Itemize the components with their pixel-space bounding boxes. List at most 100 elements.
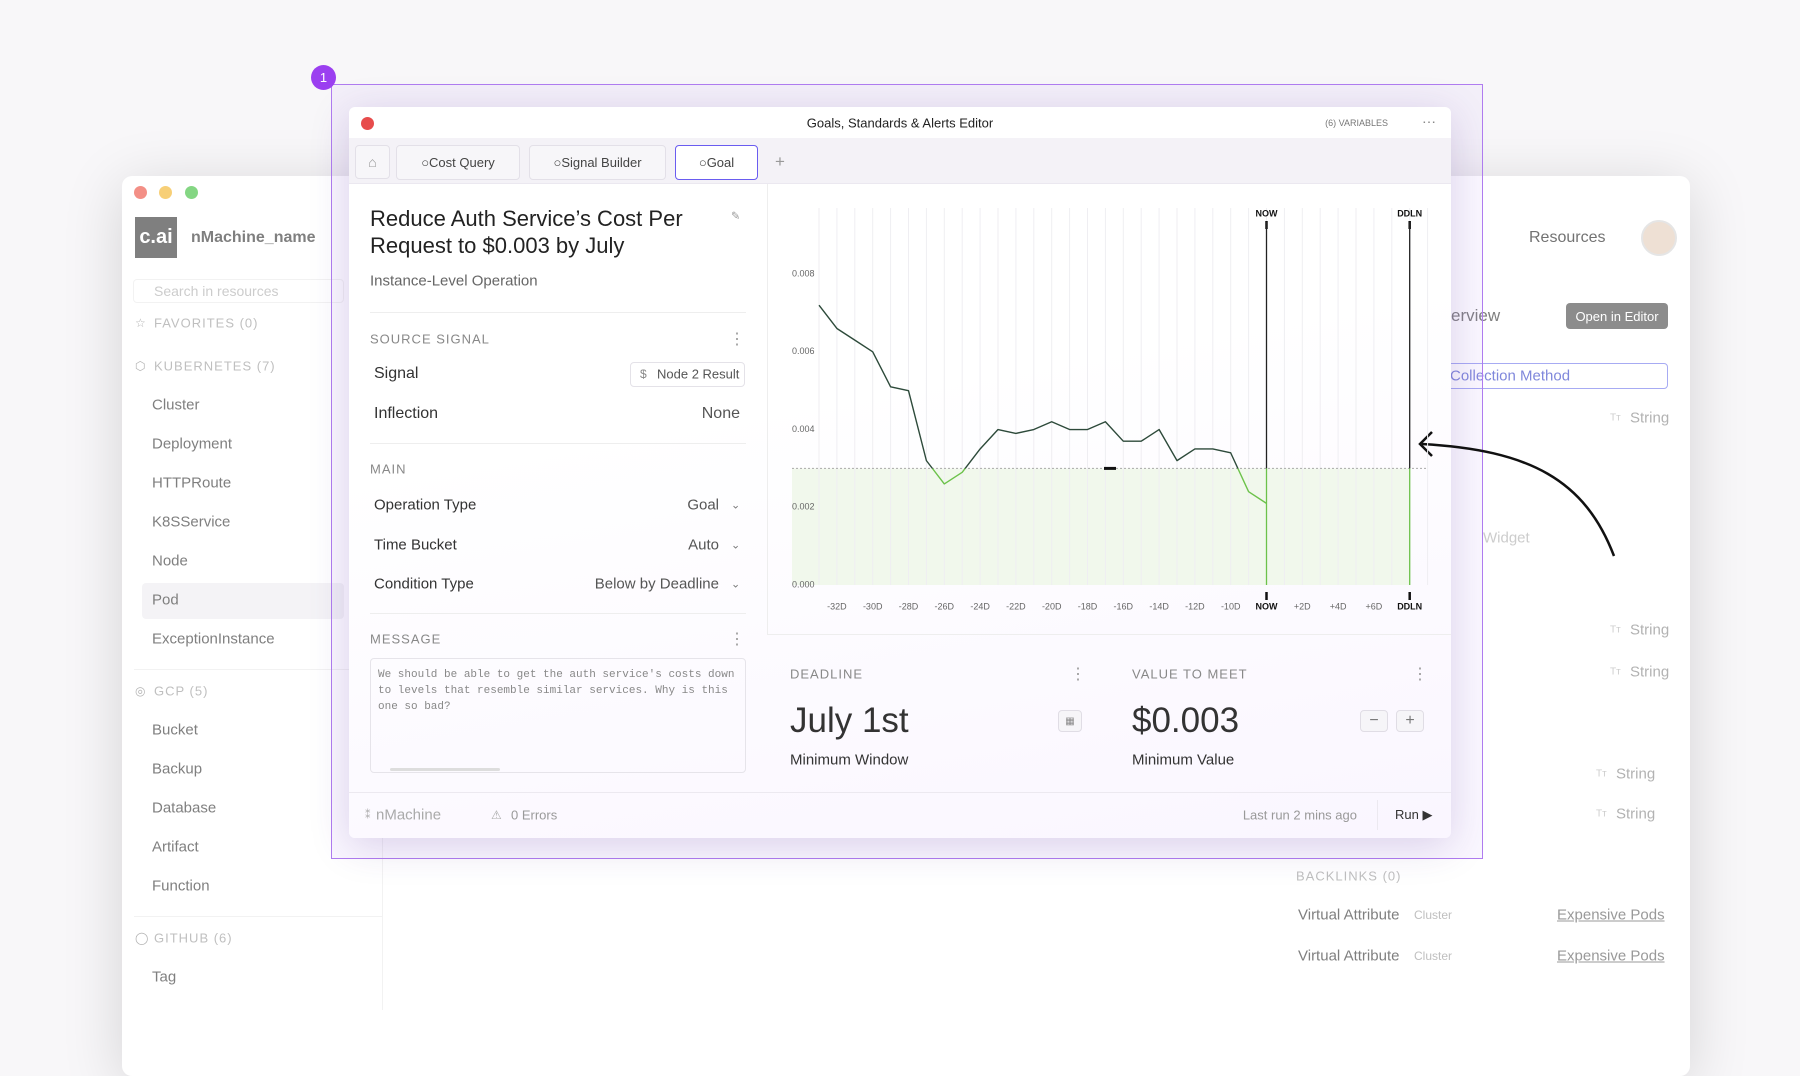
sidebar-item[interactable]: Tag xyxy=(152,968,177,986)
x-tick-label: -24D xyxy=(970,601,990,611)
menu-dots[interactable]: ⋯ xyxy=(1422,113,1436,130)
y-tick-label: 0.000 xyxy=(792,579,815,589)
sidebar-item[interactable]: Artifact xyxy=(152,838,199,856)
traffic-yellow xyxy=(159,186,172,199)
x-tick-label: -32D xyxy=(827,601,847,611)
value-to-meet: $0.003 xyxy=(1132,701,1240,740)
row-value[interactable]: Auto xyxy=(688,536,719,553)
type-icon: Tт xyxy=(1596,768,1607,780)
logo: c.ai xyxy=(135,217,177,258)
backlink-link[interactable]: Expensive Pods xyxy=(1557,906,1665,924)
search-box[interactable] xyxy=(133,279,344,303)
tab[interactable]: ○ Cost Query xyxy=(396,145,520,180)
y-tick-label: 0.006 xyxy=(792,346,815,356)
tab-label[interactable]: Goal xyxy=(706,155,735,170)
sidebar-item[interactable]: Bucket xyxy=(152,721,198,739)
row-label: Time Bucket xyxy=(374,536,457,553)
section-menu[interactable]: ⋮ xyxy=(1412,666,1428,683)
separator xyxy=(134,669,382,670)
avatar xyxy=(1641,220,1677,256)
row-label: Signal xyxy=(374,365,419,382)
run-button[interactable]: Run ▶ xyxy=(1395,807,1433,822)
app: c.ai nMachine_name Search in resources ☆… xyxy=(133,176,1677,1010)
sidebar-item[interactable]: Pod xyxy=(152,591,179,609)
group-icon: ◯ xyxy=(135,931,149,945)
editor-title: Goals, Standards & Alerts Editor xyxy=(806,115,994,131)
tab[interactable]: ○ Signal Builder xyxy=(529,145,666,180)
variables[interactable]: (6) VARIABLES xyxy=(1325,118,1388,128)
edit-icon[interactable]: ✎ xyxy=(731,210,741,223)
search-placeholder: Search in resources xyxy=(154,283,279,299)
sidebar-item[interactable]: Cluster xyxy=(152,396,200,414)
resources[interactable]: Resources xyxy=(1529,229,1606,246)
type-label: String xyxy=(1630,621,1670,639)
y-tick-label: 0.004 xyxy=(792,424,815,434)
last-run: Last run 2 mins ago xyxy=(1242,807,1357,823)
signal-button[interactable] xyxy=(630,362,745,387)
minus-button[interactable]: − xyxy=(1360,710,1388,732)
sidebar-item[interactable]: Backup xyxy=(152,760,203,778)
group-heading: KUBERNETES (7) xyxy=(154,358,276,374)
run-label[interactable]: Run xyxy=(1395,807,1419,822)
sidebar-item[interactable]: ExceptionInstance xyxy=(152,630,275,648)
section-menu[interactable]: ⋮ xyxy=(729,331,745,348)
sidebar-item[interactable]: Deployment xyxy=(152,435,233,453)
separator xyxy=(370,613,746,614)
event-label: DDLN xyxy=(1397,208,1422,218)
x-tick-label: +4D xyxy=(1330,601,1347,611)
goal-title: Reduce Auth Service’s Cost Per Request t… xyxy=(370,206,683,258)
tab-label[interactable]: Signal Builder xyxy=(561,155,642,170)
traffic-red xyxy=(134,186,147,199)
x-tick-label: -30D xyxy=(863,601,883,611)
brand-icon: ⁑ xyxy=(365,809,371,822)
sidebar-item[interactable]: K8SService xyxy=(152,513,231,531)
type-icon: Tт xyxy=(1610,666,1621,678)
footer-divider xyxy=(349,792,1451,793)
signal-icon: $ xyxy=(640,367,647,381)
type-icon: Tт xyxy=(1596,808,1607,820)
value-caption: Minimum Value xyxy=(1132,751,1235,769)
x-tick-label: -16D xyxy=(1114,601,1134,611)
group-icon: ☆ xyxy=(135,316,146,330)
x-tick-label: -12D xyxy=(1185,601,1205,611)
selected-item xyxy=(142,583,344,619)
page: c.ai nMachine_name Search in resources ☆… xyxy=(133,65,1677,1010)
badge: 1 xyxy=(311,65,336,90)
footer-divider xyxy=(1377,800,1378,830)
calendar-button[interactable]: ▦ xyxy=(1058,710,1082,732)
sidebar-item[interactable]: HTTPRoute xyxy=(152,474,232,492)
plus-button[interactable]: + xyxy=(1396,710,1424,732)
row-chevron: ⌄ xyxy=(731,499,741,512)
deadline-heading: DEADLINE xyxy=(790,666,864,682)
y-tick-label: 0.008 xyxy=(792,268,815,278)
tab-label[interactable]: Cost Query xyxy=(429,155,495,170)
sidebar-item[interactable]: Database xyxy=(152,799,217,817)
close-dot[interactable] xyxy=(361,117,374,130)
x-tick-label: -18D xyxy=(1078,601,1098,611)
x-tick-label: DDLN xyxy=(1397,601,1422,611)
sidebar-item[interactable]: Function xyxy=(152,877,210,895)
errors-icon: ⚠ xyxy=(491,808,502,822)
x-tick-label: -10D xyxy=(1221,601,1241,611)
backlink-link[interactable]: Expensive Pods xyxy=(1557,947,1665,965)
row-chevron: ⌄ xyxy=(731,539,741,551)
goal-area xyxy=(792,468,1410,585)
message-box[interactable]: We should be able to get the auth servic… xyxy=(370,658,746,773)
group-icon: ⬡ xyxy=(135,359,146,373)
add-tab[interactable]: + xyxy=(775,152,785,171)
row-value[interactable]: Below by Deadline xyxy=(594,575,719,593)
field-value: Collection Method xyxy=(1450,367,1571,385)
tab[interactable]: ○ Goal xyxy=(675,145,758,180)
widget: Widget xyxy=(1483,529,1530,547)
sidebar-item[interactable]: Node xyxy=(152,552,188,570)
section-heading: MESSAGE xyxy=(370,631,442,647)
home-tab[interactable]: ⌂ xyxy=(355,145,390,179)
separator xyxy=(370,443,746,444)
x-tick-label: +6D xyxy=(1366,601,1383,611)
group-icon: ◎ xyxy=(135,684,146,698)
row-value[interactable]: Goal xyxy=(687,496,719,514)
section-menu[interactable]: ⋮ xyxy=(1070,666,1086,683)
y-tick-label: 0.002 xyxy=(792,502,815,512)
open-editor-button[interactable]: Open in Editor xyxy=(1566,303,1668,329)
section-menu[interactable]: ⋮ xyxy=(729,631,745,648)
